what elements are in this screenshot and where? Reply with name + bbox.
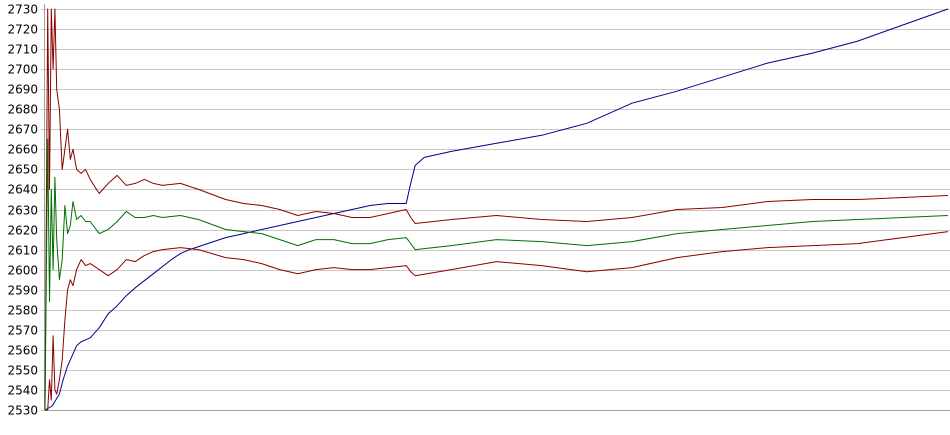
y-tick-label: 2580	[7, 304, 38, 318]
y-tick-label: 2710	[7, 43, 38, 57]
y-tick-label: 2630	[7, 204, 38, 218]
y-tick-label: 2530	[7, 404, 38, 418]
y-tick-label: 2650	[7, 163, 38, 177]
y-tick-label: 2590	[7, 284, 38, 298]
series-blue-line	[44, 8, 949, 411]
y-tick-label: 2640	[7, 183, 38, 197]
y-tick-label: 2560	[7, 344, 38, 358]
gridlines	[41, 9, 950, 411]
series-green-line	[44, 138, 949, 411]
y-axis-tick-labels: 2730 2720 2710 2700 2690 2680 2670 2660 2650 2640…	[7, 3, 38, 418]
y-tick-label: 2620	[7, 224, 38, 238]
y-tick-label: 2670	[7, 123, 38, 137]
y-tick-label: 2550	[7, 364, 38, 378]
y-tick-label: 2600	[7, 264, 38, 278]
series-red-upper-line	[44, 8, 949, 411]
y-tick-label: 2660	[7, 143, 38, 157]
y-tick-label: 2540	[7, 384, 38, 398]
series-red-lower-line	[45, 231, 949, 411]
y-tick-label: 2690	[7, 83, 38, 97]
y-tick-label: 2610	[7, 244, 38, 258]
y-tick-label: 2680	[7, 103, 38, 117]
y-tick-label: 2570	[7, 324, 38, 338]
y-tick-label: 2730	[7, 3, 38, 17]
y-tick-label: 2720	[7, 23, 38, 37]
y-tick-label: 2700	[7, 63, 38, 77]
series-lines	[44, 8, 949, 411]
